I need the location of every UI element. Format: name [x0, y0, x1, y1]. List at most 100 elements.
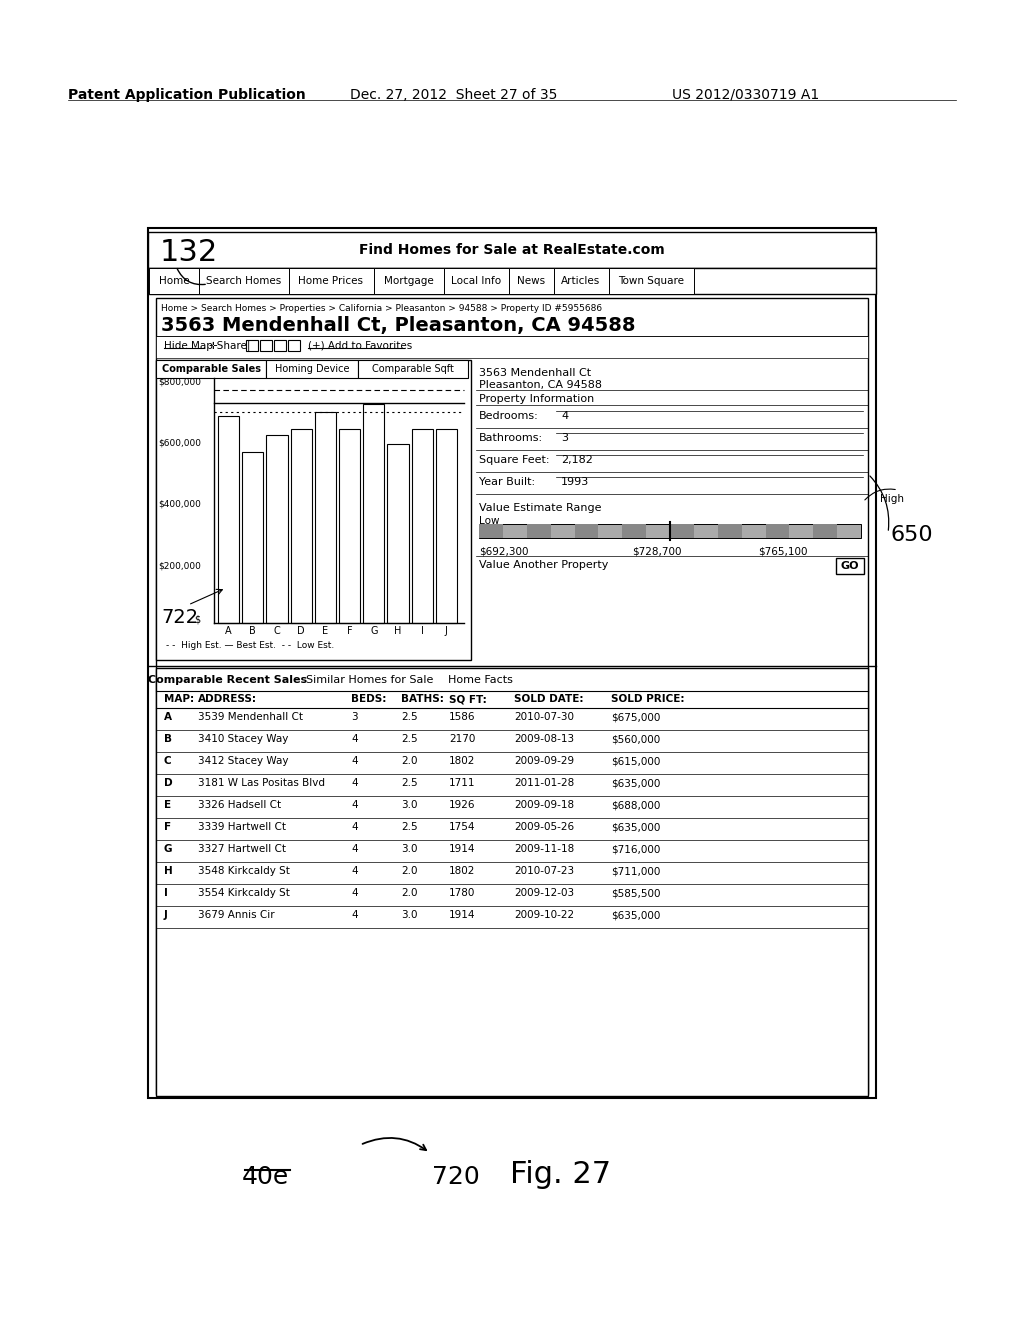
Text: 3.0: 3.0 — [401, 843, 418, 854]
Text: 2009-12-03: 2009-12-03 — [514, 888, 574, 898]
Text: 3: 3 — [351, 711, 357, 722]
Text: BATHS:: BATHS: — [401, 694, 443, 704]
Text: Comparable Sqft: Comparable Sqft — [372, 364, 454, 374]
Text: H: H — [164, 866, 173, 876]
Text: Similar Homes for Sale: Similar Homes for Sale — [306, 675, 434, 685]
Text: E: E — [323, 626, 329, 636]
Bar — [260, 341, 272, 351]
Text: 2009-11-18: 2009-11-18 — [514, 843, 574, 854]
Bar — [289, 268, 374, 294]
Text: 4: 4 — [351, 734, 357, 744]
Text: $635,000: $635,000 — [611, 777, 660, 788]
Text: 1993: 1993 — [561, 477, 589, 487]
Text: Local Info: Local Info — [451, 276, 501, 286]
Bar — [274, 341, 286, 351]
Text: 722: 722 — [161, 609, 198, 627]
Text: 1711: 1711 — [449, 777, 475, 788]
Text: Patent Application Publication: Patent Application Publication — [68, 88, 306, 102]
Text: $400,000: $400,000 — [158, 500, 201, 510]
Text: 1586: 1586 — [449, 711, 475, 722]
Text: 1914: 1914 — [449, 909, 475, 920]
Text: Home: Home — [159, 276, 189, 286]
Bar — [374, 268, 444, 294]
Text: C: C — [273, 626, 281, 636]
Text: E: E — [164, 800, 171, 810]
Text: $200,000: $200,000 — [158, 561, 201, 570]
Text: 3: 3 — [561, 433, 568, 444]
Text: 132: 132 — [160, 238, 218, 267]
Text: Pleasanton, CA 94588: Pleasanton, CA 94588 — [479, 380, 602, 389]
Bar — [243, 451, 263, 623]
Bar — [387, 444, 409, 623]
Text: GO: GO — [841, 561, 859, 572]
Bar — [156, 671, 301, 690]
Text: Dec. 27, 2012  Sheet 27 of 35: Dec. 27, 2012 Sheet 27 of 35 — [350, 88, 557, 102]
Text: 2.0: 2.0 — [401, 756, 418, 766]
Text: 3679 Annis Cir: 3679 Annis Cir — [198, 909, 274, 920]
Text: B: B — [164, 734, 172, 744]
Text: Bathrooms:: Bathrooms: — [479, 433, 543, 444]
Text: Home > Search Homes > Properties > California > Pleasanton > 94588 > Property ID: Home > Search Homes > Properties > Calif… — [161, 304, 602, 313]
Bar — [766, 524, 790, 539]
Text: 2.5: 2.5 — [401, 777, 418, 788]
Text: 2009-08-13: 2009-08-13 — [514, 734, 574, 744]
Text: High: High — [880, 494, 904, 504]
Bar — [218, 416, 240, 623]
Text: A: A — [164, 711, 172, 722]
Bar — [156, 337, 868, 358]
Text: 3410 Stacey Way: 3410 Stacey Way — [198, 734, 289, 744]
Text: Search Homes: Search Homes — [207, 276, 282, 286]
Text: 3563 Mendenhall Ct: 3563 Mendenhall Ct — [479, 368, 591, 378]
Text: 3181 W Las Positas Blvd: 3181 W Las Positas Blvd — [198, 777, 325, 788]
Text: 1754: 1754 — [449, 822, 475, 832]
Text: Comparable Sales: Comparable Sales — [162, 364, 260, 374]
Text: 4: 4 — [351, 777, 357, 788]
Text: 2.0: 2.0 — [401, 888, 418, 898]
Text: I: I — [164, 888, 168, 898]
Text: $765,100: $765,100 — [758, 546, 807, 556]
Bar — [609, 268, 694, 294]
Text: 4: 4 — [351, 822, 357, 832]
Text: 2009-09-29: 2009-09-29 — [514, 756, 574, 766]
Text: 1802: 1802 — [449, 866, 475, 876]
Text: $635,000: $635,000 — [611, 909, 660, 920]
Text: $711,000: $711,000 — [611, 866, 660, 876]
Text: B: B — [250, 626, 256, 636]
Text: $692,300: $692,300 — [479, 546, 528, 556]
Text: $635,000: $635,000 — [611, 822, 660, 832]
Bar — [623, 524, 646, 539]
Text: D: D — [164, 777, 173, 788]
Text: Town Square: Town Square — [618, 276, 684, 286]
Text: H: H — [394, 626, 401, 636]
Bar — [670, 524, 694, 539]
Text: 1780: 1780 — [449, 888, 475, 898]
Text: 3339 Hartwell Ct: 3339 Hartwell Ct — [198, 822, 286, 832]
Bar — [439, 671, 521, 690]
Text: Fig. 27: Fig. 27 — [510, 1160, 611, 1189]
Text: 2.0: 2.0 — [401, 866, 418, 876]
Bar — [339, 429, 360, 623]
Text: ✛Share|: ✛Share| — [208, 341, 251, 351]
Text: SQ FT:: SQ FT: — [449, 694, 486, 704]
Text: 2.5: 2.5 — [401, 734, 418, 744]
Bar — [288, 341, 300, 351]
Text: 2009-10-22: 2009-10-22 — [514, 909, 574, 920]
Bar — [444, 268, 509, 294]
Text: BEDS:: BEDS: — [351, 694, 386, 704]
Text: 1802: 1802 — [449, 756, 475, 766]
Bar — [436, 429, 457, 623]
Text: 3.0: 3.0 — [401, 909, 418, 920]
Bar — [412, 429, 433, 623]
Text: $800,000: $800,000 — [158, 378, 201, 387]
Bar — [291, 429, 311, 623]
Text: Home Prices: Home Prices — [299, 276, 364, 286]
Text: 3327 Hartwell Ct: 3327 Hartwell Ct — [198, 843, 286, 854]
Text: 3563 Mendenhall Ct, Pleasanton, CA 94588: 3563 Mendenhall Ct, Pleasanton, CA 94588 — [161, 315, 636, 335]
Bar — [479, 524, 503, 539]
Text: 40e: 40e — [242, 1166, 289, 1189]
Text: MAP:: MAP: — [164, 694, 195, 704]
Text: - -  High Est. — Best Est.  - -  Low Est.: - - High Est. — Best Est. - - Low Est. — [166, 642, 334, 651]
Text: 720: 720 — [432, 1166, 480, 1189]
Text: $688,000: $688,000 — [611, 800, 660, 810]
Bar — [156, 360, 471, 660]
